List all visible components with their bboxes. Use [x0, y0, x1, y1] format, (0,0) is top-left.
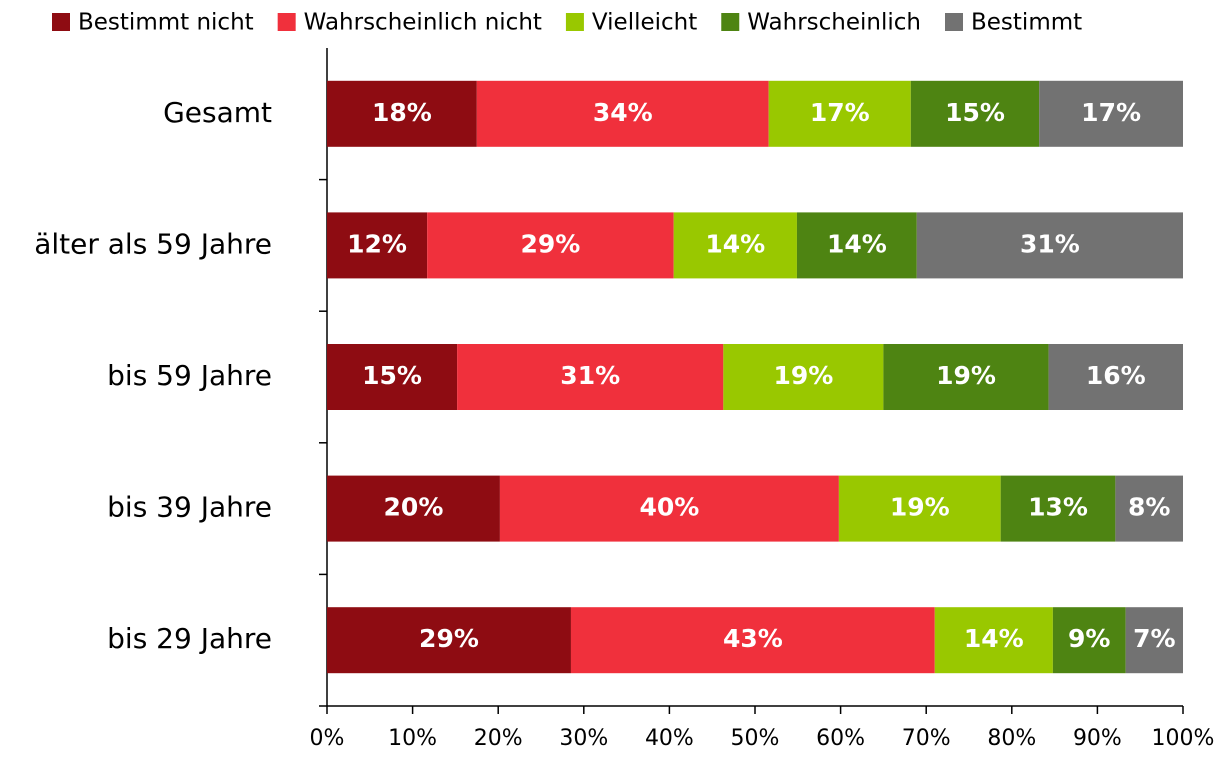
bar-segment: [457, 344, 724, 410]
x-tick-label: 90%: [1073, 726, 1122, 751]
legend-label: Vielleicht: [592, 10, 697, 36]
value-label: 7%: [1133, 624, 1175, 653]
bar-segment: [327, 212, 428, 279]
category-label: bis 29 Jahre: [107, 622, 272, 655]
x-tick-label: 40%: [645, 726, 694, 751]
value-label: 29%: [520, 229, 580, 258]
value-label: 8%: [1128, 493, 1170, 522]
x-tick-label: 30%: [559, 726, 608, 751]
value-label: 15%: [362, 361, 422, 390]
value-label: 20%: [384, 493, 444, 522]
bar-segment: [327, 344, 458, 410]
value-label: 29%: [419, 624, 479, 653]
category-label: bis 59 Jahre: [107, 359, 272, 392]
value-label: 17%: [1081, 98, 1141, 127]
category-label: bis 39 Jahre: [107, 491, 272, 524]
bar-segment: [916, 212, 1183, 279]
bar-segment: [883, 344, 1049, 410]
bar-segment: [796, 212, 917, 279]
x-tick-label: 50%: [731, 726, 780, 751]
category-label: älter als 59 Jahre: [34, 227, 272, 260]
value-label: 31%: [1020, 229, 1080, 258]
value-label: 18%: [372, 98, 432, 127]
bar-segment: [1000, 475, 1116, 542]
bar-segment: [327, 80, 477, 147]
bar-segment: [838, 475, 1001, 542]
bar-segment: [427, 212, 674, 279]
value-label: 12%: [347, 229, 407, 258]
x-tick-label: 100%: [1152, 726, 1215, 751]
bar-segment: [723, 344, 884, 410]
bar-segment: [1039, 80, 1183, 147]
value-label: 40%: [639, 493, 699, 522]
bar-segment: [673, 212, 797, 279]
value-label: 14%: [964, 624, 1024, 653]
bar-segment: [1125, 607, 1183, 674]
value-label: 19%: [936, 361, 996, 390]
value-label: 34%: [593, 98, 653, 127]
bar-segment: [1052, 607, 1126, 674]
value-label: 16%: [1086, 361, 1146, 390]
value-label: 19%: [773, 361, 833, 390]
bar-segment: [327, 607, 571, 674]
bar-segment: [327, 475, 500, 542]
bar-segment: [499, 475, 839, 542]
category-label: Gesamt: [163, 96, 272, 129]
bar-segment: [1048, 344, 1183, 410]
bar-segment: [910, 80, 1040, 147]
legend-swatch: [565, 13, 584, 31]
legend-swatch: [721, 13, 740, 31]
value-label: 9%: [1068, 624, 1110, 653]
x-tick-label: 20%: [474, 726, 523, 751]
bar-segment: [768, 80, 911, 147]
legend-swatch: [945, 13, 963, 31]
x-tick-label: 70%: [902, 726, 951, 751]
bar-segment: [934, 607, 1053, 674]
legend-label: Wahrscheinlich: [747, 10, 921, 36]
value-label: 17%: [810, 98, 870, 127]
legend-label: Bestimmt nicht: [78, 10, 254, 36]
value-label: 31%: [560, 361, 620, 390]
value-label: 13%: [1028, 493, 1088, 522]
legend-swatch: [277, 13, 296, 31]
value-label: 19%: [890, 493, 950, 522]
legend-swatch: [52, 13, 70, 31]
bar-segment: [1115, 475, 1183, 542]
value-label: 14%: [705, 229, 765, 258]
legend-label: Bestimmt: [971, 10, 1082, 36]
bar-segment: [476, 80, 769, 147]
value-label: 15%: [945, 98, 1005, 127]
bar-segment: [570, 607, 935, 674]
value-label: 43%: [723, 624, 783, 653]
legend-label: Wahrscheinlich nicht: [304, 10, 542, 36]
x-tick-label: 80%: [987, 726, 1036, 751]
value-label: 14%: [827, 229, 887, 258]
x-tick-label: 60%: [816, 726, 865, 751]
x-tick-label: 10%: [388, 726, 437, 751]
x-tick-label: 0%: [310, 726, 345, 751]
